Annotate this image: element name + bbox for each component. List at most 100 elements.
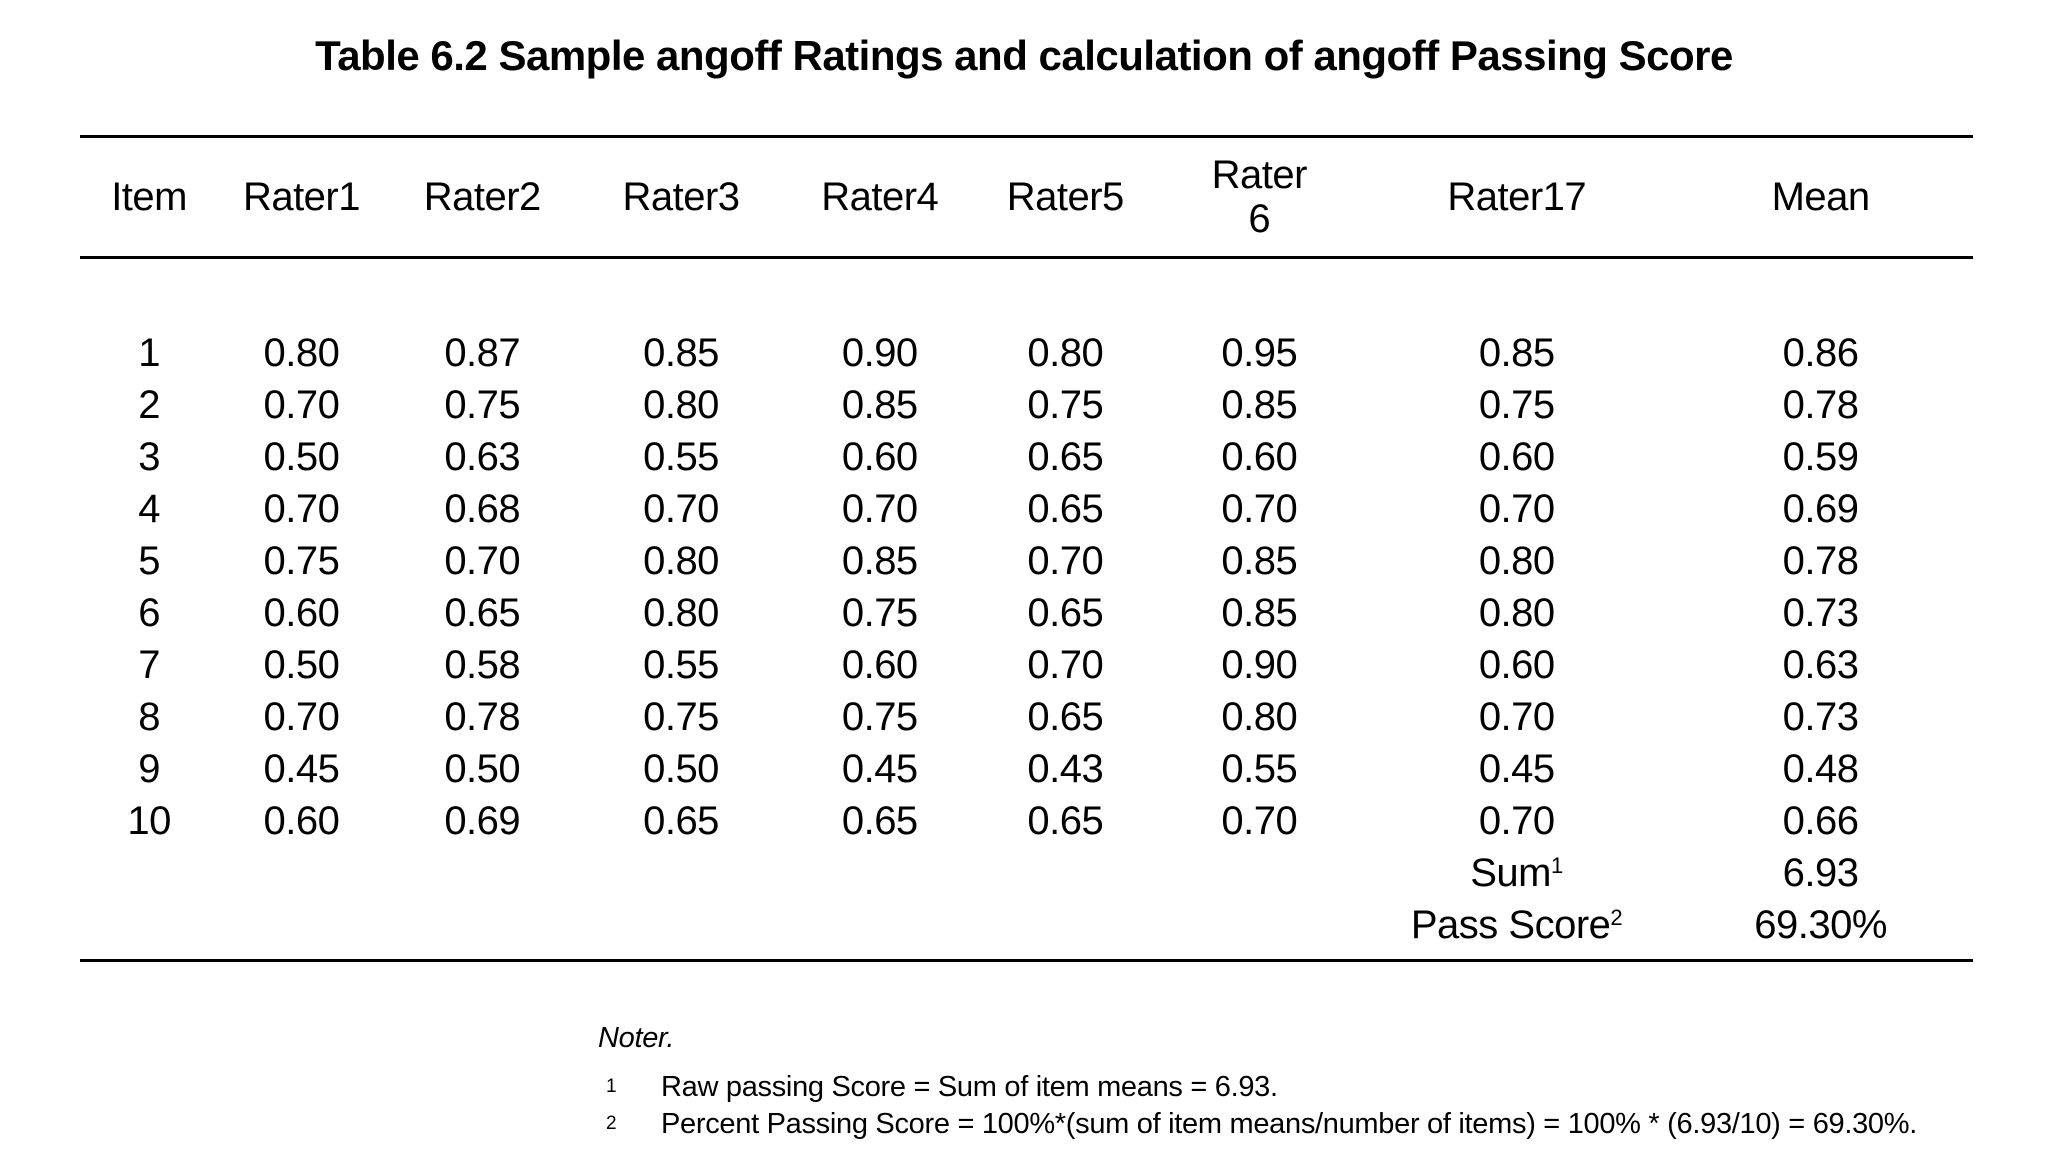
rating-cell: 0.78 [1782,383,1859,427]
empty-cell [80,899,1365,951]
rating-cell: 0.45 [1478,747,1555,791]
column-header-5: Rater5 [977,136,1154,259]
rating-cell: 0.80 [643,539,719,583]
rating-cell: 0.65 [1027,435,1104,479]
table-row: 3 0.50 0.63 0.55 0.60 0.65 0.60 0.60 0.59 [80,431,1973,483]
rating-cell: 0.66 [1782,799,1859,843]
summary-row: Sum1 6.93 [80,847,1973,899]
rating-cell: 0.75 [263,539,340,583]
rating-cell: 0.95 [1221,331,1298,375]
rating-cell: 0.63 [444,435,521,479]
empty-cell [80,847,1365,899]
table-row: 10 0.60 0.69 0.65 0.65 0.65 0.70 0.70 0.66 [80,795,1973,847]
rating-cell: 0.60 [841,643,918,687]
rating-cell: 0.70 [1221,487,1298,531]
rating-cell: 0.80 [643,383,719,427]
rating-cell: 0.87 [444,331,521,375]
rating-cell: 0.80 [1478,591,1555,635]
table-header: Item Rater1 Rater2 Rater3 Rater4 Rater5 Rater … [80,136,1973,259]
item-number-cell: 5 [138,539,160,583]
rating-cell: 0.70 [841,487,918,531]
rating-cell: 0.85 [841,383,918,427]
summary-label: Pass Score [1410,903,1611,947]
rating-cell: 0.65 [1027,695,1104,739]
rating-cell: 0.70 [643,487,719,531]
table-row: 6 0.60 0.65 0.80 0.75 0.65 0.85 0.80 0.73 [80,587,1973,639]
rating-cell: 0.70 [263,383,340,427]
header-row: Item Rater1 Rater2 Rater3 Rater4 Rater5 Rater … [80,136,1973,259]
rating-cell: 0.75 [444,383,521,427]
notes-list: 1 Raw passing Score = Sum of item means =… [598,1069,2048,1143]
rating-cell: 0.65 [1027,591,1104,635]
summary-row: Pass Score2 69.30% [80,899,1973,951]
rating-cell: 0.90 [1221,643,1298,687]
table-body: 1 0.80 0.87 0.85 0.90 0.80 0.95 0.85 0.86 2 0.70 0.… [80,258,1973,961]
rating-cell: 0.45 [841,747,918,791]
column-header-label: Rater1 [242,175,361,219]
note-text: Percent Passing Score = 100%*(sum of ite… [661,1108,1918,1140]
rating-cell: 0.60 [1221,435,1298,479]
column-header-label: Rater17 [1447,175,1587,219]
column-header-2: Rater2 [384,136,580,259]
column-header-8: Mean [1668,136,1973,259]
rating-cell: 0.73 [1782,591,1859,635]
column-header-label: Rater5 [1006,175,1125,219]
summary-value-cell: 69.30% [1754,903,1887,947]
column-header-label: Rater 6 [1211,153,1308,241]
rating-cell: 0.63 [1782,643,1859,687]
rating-cell: 0.75 [841,695,918,739]
rating-cell: 0.60 [263,591,340,635]
rating-cell: 0.69 [1782,487,1859,531]
table-title: Table 6.2 Sample angoff Ratings and calc… [315,32,1733,79]
rating-cell: 0.65 [643,799,719,843]
summary-label: Sum [1470,851,1551,895]
item-number-cell: 6 [138,591,160,635]
column-header-label: Mean [1771,175,1871,219]
column-header-1: Rater1 [218,136,385,259]
rating-cell: 0.65 [1027,799,1104,843]
rating-cell: 0.60 [1478,643,1555,687]
summary-label-cell: Sum1 [1365,847,1668,899]
table-row: 8 0.70 0.78 0.75 0.75 0.65 0.80 0.70 0.73 [80,691,1973,743]
item-number-cell: 10 [127,799,171,843]
rating-cell: 0.70 [1027,539,1104,583]
rating-cell: 0.55 [643,643,719,687]
rating-cell: 0.80 [1027,331,1104,375]
rating-cell: 0.60 [841,435,918,479]
rating-cell: 0.75 [1027,383,1104,427]
rating-cell: 0.68 [444,487,521,531]
rating-cell: 0.55 [1221,747,1298,791]
column-header-4: Rater4 [782,136,978,259]
item-number-cell: 3 [138,435,160,479]
rating-cell: 0.80 [643,591,719,635]
rating-cell: 0.85 [1221,383,1298,427]
rating-cell: 0.70 [1027,643,1104,687]
rating-cell: 0.90 [841,331,918,375]
column-header-label: Rater2 [423,175,542,219]
column-header-label: Rater4 [821,175,939,219]
rating-cell: 0.80 [1478,539,1555,583]
table-row: 1 0.80 0.87 0.85 0.90 0.80 0.95 0.85 0.86 [80,327,1973,379]
rating-cell: 0.50 [643,747,719,791]
note-item: 1 Raw passing Score = Sum of item means =… [598,1069,2048,1106]
rating-cell: 0.50 [263,643,340,687]
rating-cell: 0.70 [1478,487,1555,531]
item-number-cell: 4 [138,487,160,531]
rating-cell: 0.70 [263,695,340,739]
column-header-7: Rater17 [1365,136,1669,259]
rating-cell: 0.59 [1782,435,1859,479]
spacer-cell [80,951,1973,961]
rating-cell: 0.85 [1221,591,1298,635]
rating-cell: 0.70 [1478,695,1555,739]
item-number-cell: 9 [138,747,160,791]
rating-cell: 0.60 [263,799,340,843]
spacer-cell [80,258,1973,328]
column-header-6: Rater 6 [1153,136,1366,259]
rating-cell: 0.70 [263,487,340,531]
column-header-0: Item [80,136,219,259]
item-number-cell: 7 [138,643,160,687]
rating-cell: 0.70 [1221,799,1298,843]
column-header-3: Rater3 [579,136,783,259]
rating-cell: 0.48 [1782,747,1859,791]
